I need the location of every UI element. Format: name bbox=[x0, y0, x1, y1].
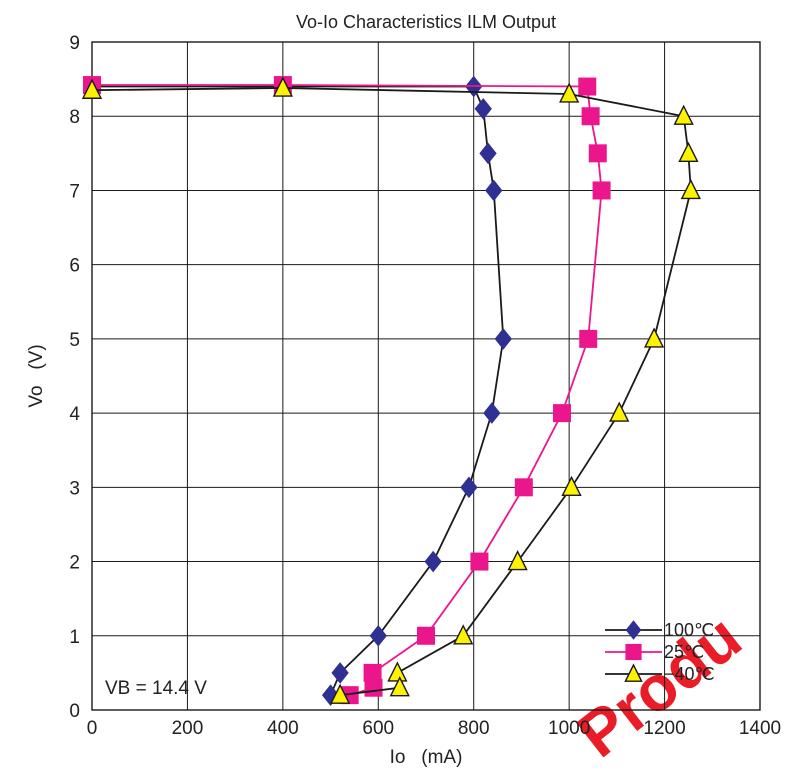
y-tick-label: 1 bbox=[69, 627, 80, 648]
diamond-point bbox=[331, 662, 349, 684]
diamond-point bbox=[474, 97, 492, 120]
y-tick-label: 7 bbox=[69, 181, 80, 202]
square-point bbox=[592, 181, 611, 200]
x-tick-label: 1400 bbox=[739, 718, 781, 739]
square-point bbox=[470, 552, 489, 571]
legend-marker-diamond bbox=[625, 620, 642, 640]
y-tick-label: 8 bbox=[69, 107, 80, 128]
y-tick-label: 6 bbox=[69, 256, 80, 277]
diamond-point bbox=[483, 402, 501, 424]
triangle-point bbox=[609, 401, 630, 422]
legend-label: 25℃ bbox=[664, 642, 704, 662]
x-tick-label: 0 bbox=[87, 718, 98, 739]
chart-title: Vo-Io Characteristics ILM Output bbox=[296, 12, 556, 32]
triangle-point bbox=[643, 327, 665, 348]
x-tick-label: 800 bbox=[458, 718, 490, 739]
diamond-point bbox=[424, 550, 442, 573]
triangle-point bbox=[81, 78, 103, 99]
legend-marker-triangle bbox=[624, 663, 643, 682]
x-tick-label: 1000 bbox=[548, 718, 590, 739]
diamond-point bbox=[485, 179, 503, 202]
y-tick-labels: 0 1 2 3 4 5 6 7 8 9 bbox=[69, 33, 80, 722]
triangle-point bbox=[272, 76, 293, 97]
square-point bbox=[514, 478, 533, 497]
triangle-point bbox=[389, 676, 410, 697]
diamond-point bbox=[479, 142, 497, 165]
square-point bbox=[579, 329, 598, 348]
x-tick-label: 400 bbox=[267, 718, 299, 739]
y-tick-label: 5 bbox=[69, 330, 80, 351]
data-series bbox=[81, 75, 701, 706]
series-25c bbox=[83, 76, 611, 705]
diamond-point bbox=[369, 624, 387, 647]
square-point bbox=[364, 678, 383, 697]
triangle-point bbox=[329, 683, 351, 704]
triangle-point bbox=[559, 82, 580, 103]
y-tick-label: 2 bbox=[69, 553, 80, 574]
square-point bbox=[417, 626, 435, 645]
legend: 100℃25℃−40℃ bbox=[605, 620, 715, 684]
x-tick-label: 600 bbox=[362, 718, 394, 739]
square-point bbox=[363, 663, 382, 682]
legend-marker-square bbox=[625, 643, 642, 661]
x-axis-title: Io (mA) bbox=[390, 747, 463, 768]
y-tick-label: 4 bbox=[69, 404, 80, 425]
square-point bbox=[552, 404, 571, 423]
y-tick-label: 0 bbox=[69, 701, 80, 722]
legend-label: 100℃ bbox=[664, 620, 714, 640]
series-minus40c bbox=[81, 76, 701, 704]
diamond-point bbox=[460, 476, 478, 499]
triangle-point bbox=[678, 141, 699, 163]
diamond-point bbox=[494, 328, 512, 350]
legend-label: −40℃ bbox=[664, 664, 715, 684]
x-tick-labels: 0 200 400 600 800 1000 1200 1400 bbox=[87, 718, 781, 739]
x-tick-label: 200 bbox=[172, 718, 204, 739]
square-point bbox=[588, 144, 607, 163]
plot-area bbox=[91, 41, 761, 711]
triangle-point bbox=[561, 475, 582, 497]
triangle-point bbox=[673, 104, 694, 125]
x-tick-label: 1200 bbox=[643, 718, 685, 739]
triangle-point bbox=[507, 549, 528, 571]
vb-annotation: VB = 14.4 V bbox=[105, 678, 207, 699]
square-point bbox=[581, 107, 600, 126]
triangle-point bbox=[680, 178, 701, 200]
series-line bbox=[91, 87, 692, 697]
triangle-point bbox=[453, 624, 474, 645]
y-tick-label: 9 bbox=[69, 33, 80, 54]
y-axis-title: Vo (V) bbox=[26, 344, 47, 407]
square-point bbox=[578, 77, 597, 96]
y-tick-label: 3 bbox=[69, 478, 80, 499]
triangle-point bbox=[387, 661, 408, 682]
